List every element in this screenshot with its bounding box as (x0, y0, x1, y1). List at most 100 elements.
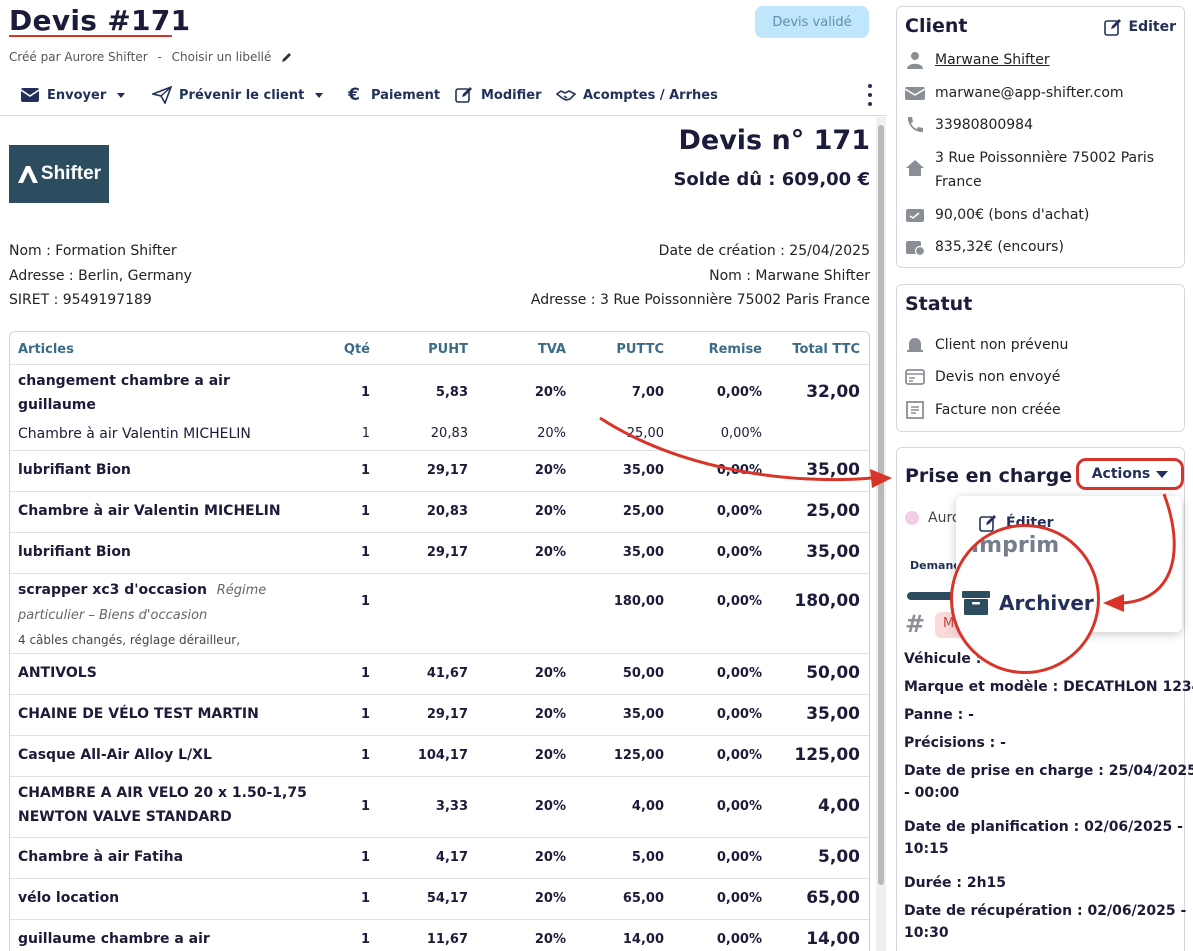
item-remise: 0,00% (716, 594, 762, 609)
item-puht: 4,17 (435, 850, 468, 865)
edit-icon (1103, 19, 1121, 36)
table-row[interactable]: scrapper xc3 d'occasion Régime particuli… (10, 573, 869, 653)
client-phone: 33980800984 (935, 117, 1033, 133)
client-name-link[interactable]: Marwane Shifter (935, 52, 1050, 68)
client-outstanding-line: 835,32€ (encours) (905, 235, 1064, 259)
table-row[interactable]: Casque All-Air Alloy L/XL 1 104,17 20% 1… (10, 735, 869, 776)
menu-item-archive[interactable]: Archiver (961, 589, 1094, 617)
item-qty: 1 (360, 545, 370, 560)
assignee-line: Auro (905, 510, 960, 526)
item-total: 25,00 (806, 501, 860, 521)
item-total: 50,00 (806, 663, 860, 683)
edit-client-button[interactable]: Editer (1103, 17, 1176, 37)
item-tva: 20% (534, 666, 566, 681)
magnifier-highlight: Imprim Archiver (950, 524, 1100, 674)
edit-client-label: Editer (1128, 19, 1176, 35)
item-total: 35,00 (806, 704, 860, 724)
pec-card-title: Prise en charge (905, 465, 1073, 487)
item-puttc: 14,00 (622, 932, 664, 947)
quote-document: Shifter Devis n° 171 Solde dû : 609,00 €… (0, 117, 876, 951)
vehicle-details: Précisions : - (904, 735, 1006, 751)
modify-button[interactable]: Modifier (454, 84, 542, 106)
table-row[interactable]: CHAINE DE VÉLO TEST MARTIN 1 29,17 20% 3… (10, 694, 869, 735)
item-qty: 1 (360, 463, 370, 478)
creation-date: Date de création : 25/04/2025 (658, 243, 870, 259)
more-options-icon[interactable] (866, 84, 874, 106)
send-label: Envoyer (47, 87, 107, 103)
item-puttc: 180,00 (613, 594, 664, 609)
item-name: Chambre à air Valentin MICHELIN (18, 503, 281, 519)
quote-header: Devis #171 Créé par Aurore Shifter - Cho… (0, 0, 886, 116)
deposits-label: Acomptes / Arrhes (583, 87, 718, 103)
voucher-icon (906, 209, 924, 222)
client-card: Client Editer Marwane Shifter marwane@ap… (896, 6, 1185, 268)
assignee-dot (905, 511, 919, 525)
client-name: Nom : Marwane Shifter (709, 268, 870, 284)
client-name-line: Marwane Shifter (905, 48, 1050, 72)
item-remise: 0,00% (716, 666, 762, 681)
item-qty: 1 (360, 385, 370, 400)
item-note: 4 câbles changés, réglage dérailleur, (18, 633, 241, 647)
table-row[interactable]: guillaume chambre a air 1 11,67 20% 14,0… (10, 919, 869, 951)
menu-item-print-partial[interactable]: Imprim (971, 533, 1060, 558)
item-remise: 0,00% (716, 891, 762, 906)
scrollbar-thumb[interactable] (878, 125, 884, 885)
choose-label-link[interactable]: Choisir un libellé (171, 50, 272, 64)
table-row[interactable]: changement chambre a air guillaume 1 5,83… (10, 364, 869, 426)
item-qty: 1 (360, 504, 370, 519)
item-name: Chambre à air Valentin MICHELIN (18, 426, 251, 442)
pencil-icon[interactable] (281, 51, 293, 63)
item-name: lubrifiant Bion (18, 462, 131, 478)
deposits-button[interactable]: Acomptes / Arrhes (556, 84, 718, 106)
item-puht: 5,83 (435, 385, 468, 400)
document-icon (905, 369, 925, 385)
company-logo: Shifter (9, 145, 109, 203)
table-row[interactable]: Chambre à air Valentin MICHELIN 1 20,83 … (10, 491, 869, 532)
table-row[interactable]: ANTIVOLS 1 41,67 20% 50,00 0,00% 50,00 (10, 653, 869, 694)
item-total: 32,00 (806, 382, 860, 402)
status-invoice-line: Facture non créée (905, 398, 1061, 422)
actions-dropdown-button[interactable]: Actions (1076, 458, 1184, 490)
item-puttc: 7,00 (631, 385, 664, 400)
status-client: Client non prévenu (935, 337, 1069, 353)
table-row[interactable]: Chambre à air Valentin MICHELIN 1 20,83 … (10, 426, 869, 450)
company-siret: SIRET : 9549197189 (9, 292, 152, 308)
subtitle-separator: - (157, 50, 162, 64)
status-badge: Devis validé (755, 6, 869, 38)
col-header-tva: TVA (537, 342, 566, 357)
table-row[interactable]: vélo location 1 54,17 20% 65,00 0,00% 65… (10, 878, 869, 919)
payment-button[interactable]: € Paiement (344, 84, 440, 106)
table-row[interactable]: lubrifiant Bion 1 29,17 20% 35,00 0,00% … (10, 450, 869, 491)
item-puttc: 35,00 (622, 463, 664, 478)
status-quote-line: Devis non envoyé (905, 365, 1060, 389)
quote-subtitle: Créé par Aurore Shifter - Choisir un lib… (9, 50, 293, 64)
item-name: Casque All-Air Alloy L/XL (18, 747, 212, 763)
phone-icon (907, 117, 923, 133)
item-tva: 20% (534, 850, 566, 865)
document-scrollbar[interactable] (876, 117, 886, 951)
item-name: CHAINE DE VÉLO TEST MARTIN (18, 706, 259, 722)
item-remise: 0,00% (716, 707, 762, 722)
item-regime-detail: particulier – Biens d'occasion (18, 608, 208, 623)
user-icon (907, 52, 923, 69)
company-name: Nom : Formation Shifter (9, 243, 177, 259)
item-tva: 20% (534, 932, 566, 947)
item-remise: 0,00% (716, 748, 762, 763)
col-header-remise: Remise (708, 342, 762, 357)
vehicle-label: Véhicule : (904, 651, 982, 667)
item-puht: 29,17 (426, 707, 468, 722)
item-name: CHAMBRE A AIR VELO 20 x 1.50-1,75 NEWTON … (18, 785, 307, 825)
toolbar: Envoyer Prévenir le client € Paiement Mo… (0, 84, 886, 106)
table-row[interactable]: CHAMBRE A AIR VELO 20 x 1.50-1,75 NEWTON … (10, 776, 869, 837)
status-quote: Devis non envoyé (935, 369, 1061, 385)
table-row[interactable]: Chambre à air Fatiha 1 4,17 20% 5,00 0,0… (10, 837, 869, 878)
send-button[interactable]: Envoyer (20, 84, 126, 106)
notify-client-button[interactable]: Prévenir le client (152, 84, 324, 106)
item-puht: 29,17 (426, 545, 468, 560)
status-card: Statut Client non prévenu Devis non envo… (896, 284, 1185, 432)
item-puht: 54,17 (426, 891, 468, 906)
item-tva: 20% (534, 707, 566, 722)
table-row[interactable]: lubrifiant Bion 1 29,17 20% 35,00 0,00% … (10, 532, 869, 573)
item-remise: 0,00% (716, 850, 762, 865)
edit-icon (979, 515, 996, 532)
